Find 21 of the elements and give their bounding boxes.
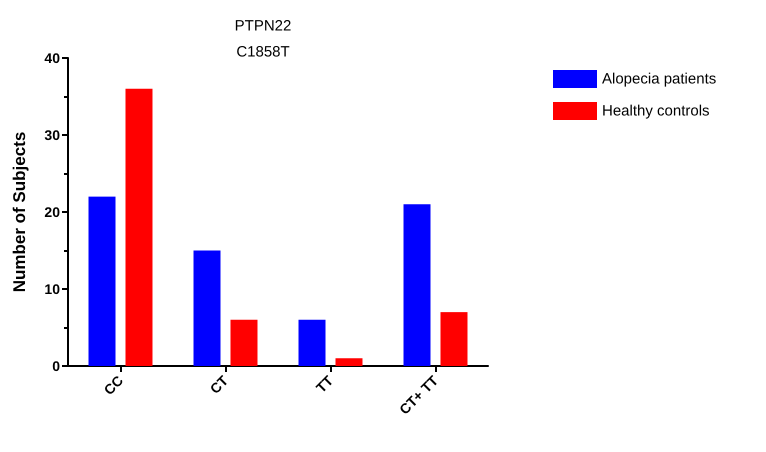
x-tick-label: TT xyxy=(312,372,336,396)
bar xyxy=(125,88,152,366)
y-tick-label: 30 xyxy=(44,127,60,143)
y-tick-label: 10 xyxy=(44,281,60,297)
legend-label: Healthy controls xyxy=(602,102,710,120)
legend-label: Alopecia patients xyxy=(602,70,716,88)
bar xyxy=(230,320,258,366)
x-tick-label: CC xyxy=(100,372,126,398)
y-tick-label: 40 xyxy=(44,50,60,66)
bar xyxy=(298,320,326,366)
bar xyxy=(335,358,362,366)
y-tick-label: 20 xyxy=(44,204,60,220)
x-tick-label: CT xyxy=(206,372,232,397)
bar xyxy=(88,196,116,366)
bar xyxy=(404,204,431,366)
bar xyxy=(440,312,468,366)
x-tick-label: CT+ TT xyxy=(396,372,442,418)
chart-title: PTPN22 C1858T xyxy=(234,18,292,60)
bar xyxy=(194,250,221,366)
y-axis-title: Number of Subjects xyxy=(10,132,29,292)
y-tick-label: 0 xyxy=(52,358,60,374)
